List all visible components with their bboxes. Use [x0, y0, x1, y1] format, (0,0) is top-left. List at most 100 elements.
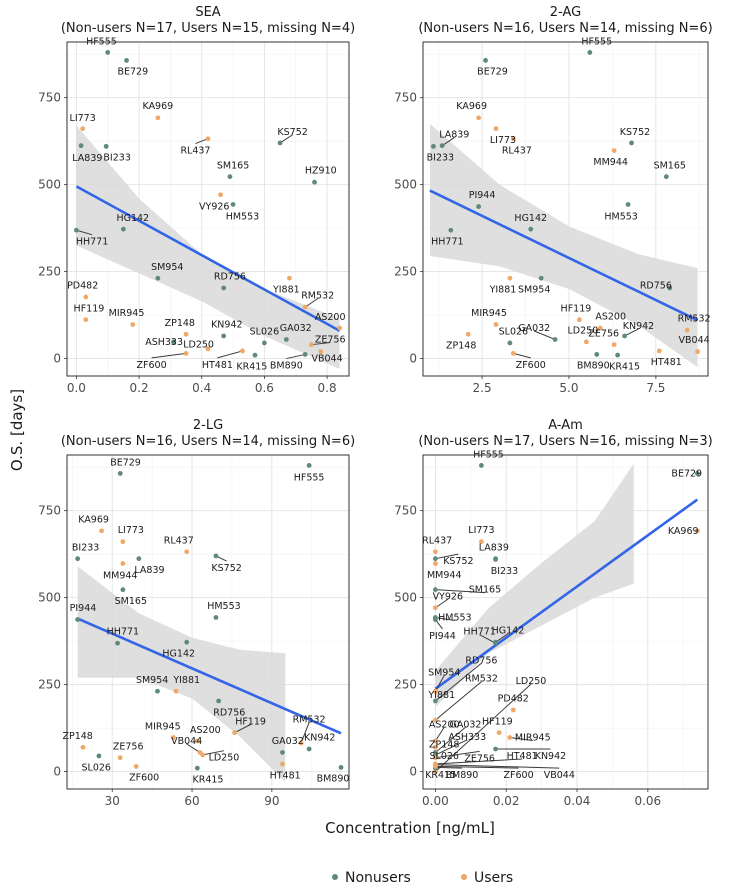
data-point: [611, 148, 617, 153]
point-label: SL026: [82, 762, 111, 773]
point-label: MIR945: [145, 721, 181, 732]
point-label: SL026: [499, 326, 528, 337]
data-point: [78, 143, 84, 149]
point-label: MM944: [593, 157, 628, 168]
point-label: LA839: [134, 565, 164, 576]
data-point: [230, 202, 236, 207]
y-tick-label: 750: [38, 504, 61, 518]
data-point: [75, 617, 81, 622]
panel-4: A-Am(Non-users N=17, Users N=16, missing…: [394, 418, 713, 808]
data-point: [252, 352, 258, 358]
x-tick-label: 5.0: [559, 381, 578, 395]
label-leader-line: [495, 633, 509, 643]
data-point: [227, 174, 233, 180]
point-label: LD250: [516, 676, 547, 687]
legend: Nonusers Users: [332, 870, 513, 886]
point-label: MIR945: [515, 733, 551, 744]
point-label: ZP148: [446, 341, 476, 352]
point-label: KA969: [456, 101, 487, 112]
legend-label-users: Users: [474, 870, 513, 886]
point-label: ASH333: [145, 337, 183, 348]
y-tick-label: 0: [53, 352, 61, 366]
x-tick-label: 0.04: [564, 794, 591, 808]
data-point: [83, 317, 89, 323]
data-point: [306, 746, 312, 752]
data-point: [615, 352, 621, 358]
point-label: HM553: [207, 601, 240, 612]
data-point: [479, 539, 484, 545]
point-label: BE729: [671, 468, 702, 479]
data-point: [136, 556, 142, 562]
point-label: HT481: [651, 357, 682, 368]
y-tick-label: 500: [38, 178, 61, 192]
point-label: HT481: [507, 751, 538, 762]
point-label: HM553: [438, 612, 471, 623]
y-tick-label: 0: [409, 765, 417, 779]
point-label: KA969: [668, 526, 699, 537]
point-label: RM532: [465, 674, 498, 685]
point-label: BM890: [270, 361, 303, 372]
point-label: KR415: [425, 770, 456, 781]
data-point: [302, 304, 308, 310]
panel-subtitle: (Non-users N=16, Users N=14, missing N=6…: [61, 434, 355, 449]
data-point: [432, 762, 438, 768]
data-point: [280, 761, 285, 767]
data-point: [583, 339, 589, 345]
label-leader-line: [300, 722, 310, 744]
label-leader-line: [435, 589, 485, 594]
panel-title: SEA: [195, 5, 220, 20]
data-point: [432, 755, 438, 761]
point-label: ZP148: [429, 739, 459, 750]
point-label: ZF600: [129, 773, 159, 784]
data-point: [183, 350, 189, 356]
label-leader-line: [76, 229, 93, 236]
data-point: [302, 352, 308, 357]
point-label: VB044: [171, 736, 202, 747]
data-point: [120, 561, 126, 566]
panel-border: [66, 41, 350, 377]
data-point: [493, 322, 499, 327]
label-leader-line: [509, 737, 533, 742]
y-tick-label: 500: [394, 178, 417, 192]
y-tick-label: 500: [394, 591, 417, 605]
data-point: [318, 349, 324, 355]
point-label: ZE756: [315, 334, 346, 345]
point-label: RM532: [293, 714, 326, 725]
point-label: ASH333: [448, 732, 486, 743]
data-point: [277, 140, 283, 146]
point-label: RM532: [301, 291, 334, 302]
y-tick-label: 0: [53, 765, 61, 779]
panel-subtitle: (Non-users N=17, Users N=16, missing N=3…: [418, 434, 712, 449]
point-label: ZE756: [464, 753, 495, 764]
point-label: LI773: [490, 135, 516, 146]
data-point: [240, 348, 245, 354]
point-label: LA839: [479, 543, 509, 554]
x-tick-label: 0.00: [422, 794, 449, 808]
point-label: SL026: [430, 751, 459, 762]
x-tick-label: 90: [264, 794, 279, 808]
point-label: SM165: [469, 585, 501, 596]
point-label: KN942: [304, 733, 335, 744]
data-point: [232, 730, 238, 736]
point-label: RD756: [465, 655, 497, 666]
data-point: [493, 556, 498, 562]
point-label: RM532: [678, 314, 711, 325]
data-point: [287, 275, 292, 281]
x-tick-label: 0.8: [318, 381, 337, 395]
y-tick-label: 250: [394, 265, 417, 279]
data-point: [184, 549, 190, 555]
data-point: [120, 539, 126, 545]
data-point: [476, 115, 482, 121]
data-point: [205, 136, 211, 142]
data-point: [280, 750, 285, 755]
point-label: LI773: [468, 525, 494, 536]
point-label: KS752: [277, 127, 307, 138]
point-label: HH771: [107, 627, 139, 638]
point-label: ZF600: [504, 770, 534, 781]
data-point: [552, 337, 558, 342]
point-label: LD250: [209, 753, 240, 764]
data-point: [120, 587, 126, 593]
label-leader-line: [217, 350, 243, 359]
point-label: MM944: [427, 570, 462, 581]
